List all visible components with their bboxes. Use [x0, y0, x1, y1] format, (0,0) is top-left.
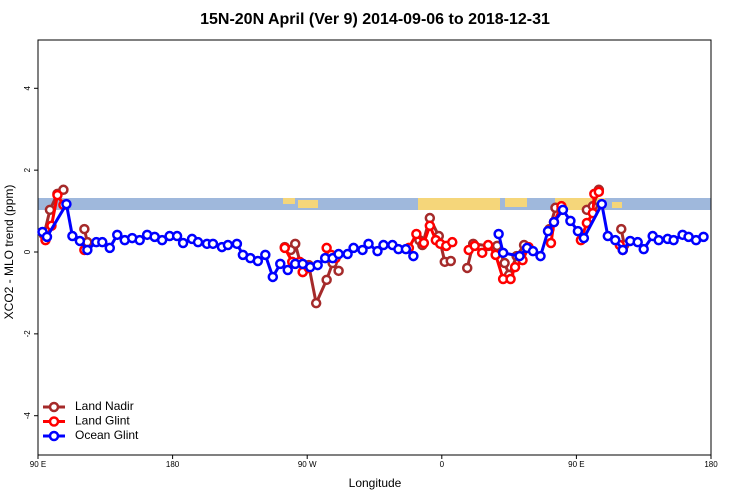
- data-point: [134, 234, 145, 246]
- x-axis-label: Longitude: [349, 476, 402, 490]
- y-tick-label: -4: [23, 412, 32, 420]
- data-point: [610, 234, 621, 246]
- legend-marker: [48, 401, 60, 413]
- data-point: [222, 239, 234, 251]
- data-point: [252, 255, 264, 267]
- data-point: [482, 239, 494, 251]
- data-point: [279, 242, 291, 254]
- legend-label: Land Glint: [75, 414, 130, 428]
- data-point: [348, 242, 359, 254]
- data-point: [171, 230, 183, 242]
- data-point: [557, 204, 569, 216]
- legend-marker: [48, 430, 60, 442]
- data-point: [499, 257, 510, 269]
- data-point: [638, 243, 649, 255]
- data-point: [542, 225, 554, 237]
- data-point: [602, 230, 614, 242]
- y-axis-label: XCO2 - MLO trend (ppm): [2, 185, 16, 320]
- data-point: [275, 258, 286, 270]
- data-point: [41, 231, 53, 243]
- data-point: [333, 248, 344, 260]
- data-point: [616, 223, 627, 235]
- data-point: [74, 235, 86, 247]
- data-point: [372, 245, 383, 257]
- data-point: [400, 243, 412, 255]
- data-point: [378, 239, 389, 251]
- data-point: [282, 264, 294, 276]
- data-point: [505, 273, 516, 285]
- x-tick-label: 180: [704, 460, 718, 469]
- y-tick-label: 0: [23, 249, 32, 254]
- data-point: [653, 234, 664, 246]
- data-point: [617, 244, 629, 256]
- x-tick-label: 0: [440, 460, 445, 469]
- data-point: [548, 216, 560, 228]
- data-point: [698, 231, 709, 243]
- data-point: [267, 271, 279, 283]
- data-point: [82, 244, 93, 256]
- data-point: [97, 236, 108, 248]
- data-point: [408, 250, 419, 262]
- data-point: [497, 247, 509, 259]
- data-point: [418, 237, 430, 249]
- data-point: [156, 234, 168, 246]
- data-point: [593, 186, 605, 198]
- data-point: [493, 228, 504, 240]
- data-point: [578, 232, 590, 244]
- data-point: [545, 237, 557, 249]
- data-point: [67, 230, 78, 242]
- data-point: [535, 250, 546, 262]
- map-strip: [38, 198, 711, 210]
- data-point: [321, 274, 332, 286]
- data-point: [363, 238, 374, 250]
- y-tick-label: -2: [23, 330, 32, 338]
- y-tick-label: 4: [23, 86, 32, 91]
- data-point: [289, 238, 301, 250]
- legend-label: Ocean Glint: [75, 428, 139, 442]
- data-point: [61, 198, 72, 210]
- data-point: [447, 236, 458, 248]
- data-point: [632, 236, 643, 248]
- data-point: [112, 229, 123, 241]
- data-point: [260, 249, 271, 261]
- data-point: [424, 220, 436, 232]
- data-point: [310, 297, 322, 309]
- legend-label: Land Nadir: [75, 399, 134, 413]
- y-tick-label: 2: [23, 167, 32, 172]
- data-point: [79, 223, 90, 235]
- data-point: [596, 198, 608, 210]
- data-point: [565, 215, 576, 227]
- data-point: [357, 244, 368, 256]
- data-point: [207, 238, 219, 250]
- data-point: [312, 259, 323, 271]
- data-point: [321, 242, 332, 254]
- data-point: [177, 237, 189, 249]
- data-point: [469, 240, 480, 252]
- x-tick-label: 90 E: [30, 460, 46, 469]
- data-point: [333, 265, 344, 277]
- x-tick-label: 90 W: [298, 460, 317, 469]
- plot-frame: [37, 39, 712, 456]
- chart-title: 15N-20N April (Ver 9) 2014-09-06 to 2018…: [200, 11, 550, 28]
- data-point: [192, 236, 204, 248]
- x-tick-label: 180: [166, 460, 180, 469]
- data-point: [52, 189, 63, 201]
- data-point: [514, 250, 525, 262]
- data-point: [411, 228, 422, 240]
- x-tick-label: 90 E: [568, 460, 584, 469]
- data-point: [461, 262, 473, 274]
- data-point: [231, 238, 243, 250]
- legend-marker: [48, 416, 60, 427]
- data-point: [668, 234, 679, 246]
- data-point: [104, 242, 116, 254]
- data-point: [509, 261, 521, 273]
- data-point: [476, 247, 488, 259]
- data-point: [342, 248, 353, 260]
- data-point: [527, 245, 539, 257]
- data-point: [445, 255, 457, 267]
- data-point: [572, 225, 584, 237]
